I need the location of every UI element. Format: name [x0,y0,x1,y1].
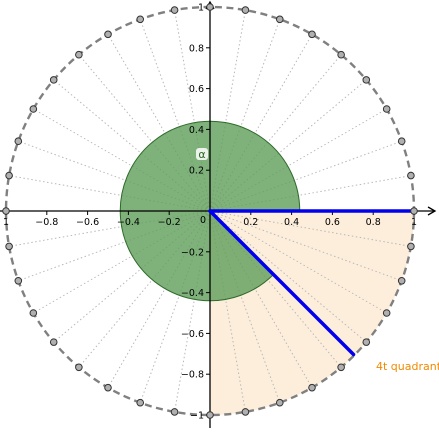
x-tick-label: −0.8 [35,217,58,228]
quadrant-label: 4t quadrant [376,360,439,373]
circle-point [382,309,391,317]
x-tick-label: 1 [411,217,417,228]
circle-point [49,76,58,84]
y-tick-label: 0.2 [189,166,204,177]
circle-point [5,242,13,251]
x-tick-label: 0.8 [366,217,381,228]
circle-point [75,363,83,372]
origin-label: 0 [200,215,206,226]
y-tick-label: 1 [198,3,204,14]
circle-point [337,50,345,59]
circle-point [49,338,58,346]
circle-point [275,15,284,24]
circle-point [136,398,145,407]
circle-point [29,309,38,317]
circle-point [206,3,214,11]
circle-point [14,137,23,146]
circle-point [362,338,371,346]
tick-labels: 1 −0.8 −0.6 −0.4 −0.2 0.2 0.4 0.6 0.8 1 1 0.8 0.6 0.4… [3,3,417,422]
circle-point [241,408,250,416]
x-tick-label: 1 [3,217,9,228]
y-tick-label: −1 [190,411,204,422]
circle-point [410,207,418,215]
circle-point [136,15,145,24]
circle-point [397,137,406,146]
y-tick-label: −0.6 [181,329,204,340]
circle-point [170,408,179,416]
y-tick-label: −0.4 [181,288,204,299]
circle-point [170,6,179,14]
circle-point [275,398,284,407]
y-tick-label: −0.2 [181,247,204,258]
y-tick-label: 0.6 [189,84,204,95]
terminal-side-ray [208,209,356,357]
x-tick-label: 0.6 [325,217,340,228]
circle-point [407,171,415,180]
circle-point [362,76,371,84]
circle-point [241,6,250,14]
circle-point [407,242,415,251]
circle-point [14,276,23,285]
circle-point [382,105,391,113]
circle-point [308,30,316,39]
circle-point [337,363,345,372]
circle-point [2,207,10,215]
x-tick-label: −0.2 [158,217,181,228]
circle-point [5,171,13,180]
x-tick-label: −0.4 [117,217,140,228]
y-tick-label: 0.8 [189,43,204,54]
y-tick-label: −0.8 [181,370,204,381]
alpha-label-background [196,148,208,160]
circle-point [104,383,112,392]
x-tick-label: 0.2 [243,217,258,228]
angle-alpha-label[interactable]: α [196,148,208,161]
circle-point [308,383,316,392]
y-tick-label: 0.4 [189,125,204,136]
x-tick-label: −0.6 [76,217,99,228]
circle-point [29,105,38,113]
unit-circle-points [2,3,418,419]
circle-point [104,30,112,39]
x-axis-arrow-icon [427,206,437,216]
circle-point [75,50,83,59]
alpha-label-text: α [198,148,205,161]
x-tick-label: 0.4 [284,217,299,228]
circle-point [206,411,214,419]
circle-point [397,276,406,285]
